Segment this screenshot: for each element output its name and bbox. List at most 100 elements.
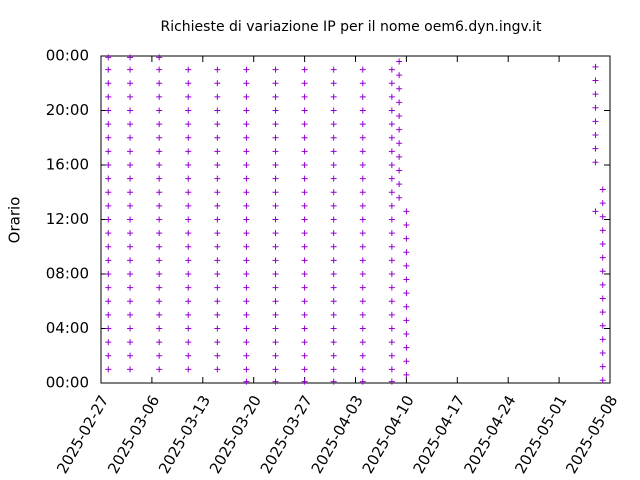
point [214, 134, 221, 141]
point [243, 162, 250, 168]
point [359, 216, 366, 223]
point [301, 352, 308, 359]
point [359, 189, 366, 196]
point [243, 284, 250, 291]
point [403, 249, 410, 256]
x-tick-label: 2025-02-27 [53, 392, 112, 477]
point [156, 216, 163, 223]
point [127, 243, 134, 250]
point [403, 303, 410, 310]
point [388, 366, 395, 373]
point [359, 352, 366, 359]
point [388, 93, 395, 100]
point [359, 93, 366, 100]
point [599, 295, 606, 302]
point [185, 80, 192, 87]
chart-title: Richieste di variazione IP per il nome o… [160, 19, 542, 35]
y-tick-label: 00:00 [46, 47, 89, 65]
point [214, 216, 221, 223]
point [214, 93, 221, 100]
point [243, 243, 250, 250]
point [243, 366, 250, 373]
point [185, 134, 192, 141]
point [272, 93, 279, 100]
point [388, 202, 395, 209]
point [105, 284, 112, 291]
point [330, 257, 337, 264]
point [156, 162, 163, 168]
point [127, 325, 134, 332]
point [592, 104, 599, 111]
point [105, 271, 112, 277]
point [403, 276, 410, 283]
point [403, 371, 410, 378]
point [243, 80, 250, 87]
point [388, 66, 395, 73]
point [599, 322, 606, 329]
point [105, 352, 112, 359]
point [127, 189, 134, 196]
x-tick-label: 2025-04-03 [308, 392, 367, 477]
point [127, 298, 134, 305]
point [127, 93, 134, 100]
point [127, 284, 134, 291]
point [403, 358, 410, 365]
point [105, 189, 112, 196]
point [272, 202, 279, 209]
point [359, 175, 366, 182]
point [127, 366, 134, 373]
point [599, 377, 606, 384]
point [214, 271, 221, 277]
point [156, 339, 163, 346]
point [272, 339, 279, 346]
point [243, 216, 250, 223]
point [105, 325, 112, 332]
x-tick-label: 2025-04-24 [460, 392, 519, 477]
point [301, 298, 308, 305]
point [156, 189, 163, 196]
point [388, 339, 395, 346]
point [185, 202, 192, 209]
point [127, 162, 134, 168]
point [330, 202, 337, 209]
y-axis-label: Orario [6, 197, 24, 244]
point [243, 121, 250, 128]
point [185, 257, 192, 264]
point [301, 271, 308, 277]
point [272, 257, 279, 264]
point [105, 148, 112, 155]
point [359, 311, 366, 318]
point [599, 254, 606, 261]
point [243, 339, 250, 346]
point [214, 121, 221, 128]
y-tick-label: 08:00 [46, 265, 89, 283]
point [592, 145, 599, 152]
point [599, 350, 606, 357]
point [301, 189, 308, 196]
point [105, 134, 112, 141]
point [243, 175, 250, 182]
point [105, 121, 112, 128]
point [272, 230, 279, 237]
point [388, 243, 395, 250]
point [359, 121, 366, 128]
point [301, 80, 308, 87]
point [330, 311, 337, 318]
point [214, 243, 221, 250]
point [396, 72, 403, 79]
point [403, 221, 410, 228]
point [127, 339, 134, 346]
point [156, 93, 163, 100]
point [592, 118, 599, 125]
y-tick-label: 16:00 [46, 156, 89, 174]
point [272, 271, 279, 277]
point [243, 311, 250, 318]
point [185, 216, 192, 223]
x-tick-label: 2025-03-13 [155, 392, 214, 477]
point [301, 162, 308, 168]
point [156, 175, 163, 182]
point [243, 107, 250, 114]
point [272, 352, 279, 359]
point [243, 378, 250, 385]
point [330, 162, 337, 168]
